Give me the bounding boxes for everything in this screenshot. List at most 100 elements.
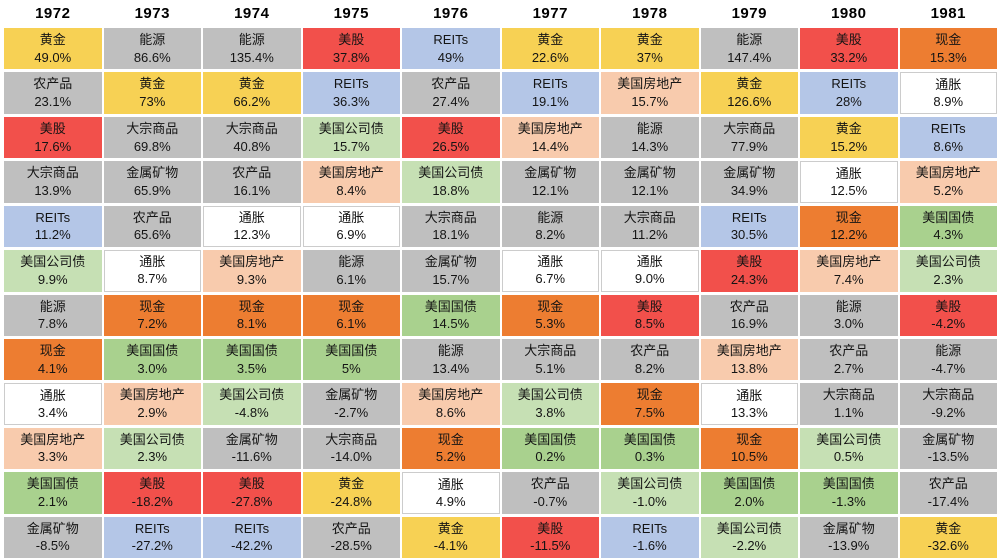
asset-label: REITs — [731, 209, 767, 225]
return-value: 3.3% — [37, 449, 68, 465]
asset-label: 美国公司债 — [418, 165, 484, 181]
return-value: -2.2% — [732, 538, 767, 554]
return-value: -4.7% — [931, 360, 966, 376]
return-cell-1972-energy: 能源 7.8% — [4, 294, 102, 336]
return-value: 8.5% — [634, 316, 665, 332]
return-value: 5.1% — [535, 360, 566, 376]
asset-label: 美国国债 — [26, 476, 79, 492]
return-value: 15.7% — [631, 94, 669, 110]
return-cell-1979-real_estate: 美国房地产 13.8% — [700, 338, 798, 381]
return-cell-1979-inflation: 通胀 13.3% — [700, 383, 798, 425]
return-cell-1974-stocks: 美股 -27.8% — [203, 472, 301, 514]
return-value: -32.6% — [927, 538, 969, 554]
return-cell-1973-stocks: 美股 -18.2% — [103, 472, 201, 514]
asset-label: 大宗商品 — [424, 209, 477, 225]
asset-label: 大宗商品 — [524, 342, 577, 358]
return-cell-1978-treasuries: 美国国债 0.3% — [601, 427, 699, 470]
return-cell-1976-treasuries: 美国国债 14.5% — [402, 294, 500, 336]
asset-label: 农产品 — [530, 476, 570, 492]
return-value: 14.5% — [432, 316, 470, 332]
return-value: 26.5% — [432, 138, 470, 154]
return-cell-1975-corp_bonds: 美国公司债 15.7% — [302, 116, 400, 159]
return-cell-1973-reits: REITs -27.2% — [103, 516, 201, 558]
asset-label: 美国公司债 — [20, 254, 86, 270]
return-value: 8.6% — [435, 405, 466, 421]
return-cell-1977-stocks: 美股 -11.5% — [501, 516, 599, 558]
return-value: -17.4% — [927, 493, 969, 509]
return-value: -9.2% — [931, 405, 966, 421]
return-value: 69.8% — [133, 138, 171, 154]
return-value: 49% — [437, 49, 464, 65]
return-cell-1975-real_estate: 美国房地产 8.4% — [302, 161, 400, 203]
asset-label: 现金 — [835, 209, 862, 225]
return-value: 6.1% — [336, 271, 367, 287]
return-value: 13.8% — [730, 360, 768, 376]
return-value: 33.2% — [830, 49, 868, 65]
asset-label: 黄金 — [537, 32, 564, 48]
year-header-1974: 1974 — [234, 4, 270, 22]
return-cell-1972-real_estate: 美国房地产 3.3% — [4, 427, 102, 470]
asset-label: 农产品 — [729, 298, 769, 314]
return-cell-1981-agri: 农产品 -17.4% — [899, 472, 997, 514]
asset-label: 大宗商品 — [325, 431, 378, 447]
asset-label: 黄金 — [437, 520, 464, 536]
return-cell-1977-commodities: 大宗商品 5.1% — [501, 338, 599, 381]
asset-label: REITs — [532, 76, 568, 92]
return-value: 4.1% — [37, 360, 68, 376]
asset-label: 美股 — [636, 298, 663, 314]
return-cell-1978-corp_bonds: 美国公司债 -1.0% — [601, 472, 699, 514]
asset-label: 美股 — [835, 32, 862, 48]
return-value: 1.1% — [833, 405, 864, 421]
asset-label: 美股 — [437, 120, 464, 136]
asset-label: 农产品 — [431, 76, 471, 92]
return-cell-1977-cash: 现金 5.3% — [501, 294, 599, 336]
asset-label: 农产品 — [33, 76, 73, 92]
return-cell-1976-gold: 黄金 -4.1% — [402, 516, 500, 558]
return-cell-1974-inflation: 通胀 12.3% — [203, 205, 301, 248]
return-cell-1980-gold: 黄金 15.2% — [800, 116, 898, 159]
asset-label: 能源 — [238, 32, 265, 48]
asset-label: 农产品 — [132, 209, 172, 225]
return-value: 16.9% — [730, 316, 768, 332]
return-cell-1975-stocks: 美股 37.8% — [302, 28, 400, 70]
return-value: 65.9% — [133, 182, 171, 198]
return-value: 5% — [341, 360, 361, 376]
return-cell-1973-inflation: 通胀 8.7% — [103, 250, 201, 292]
return-cell-1975-inflation: 通胀 6.9% — [302, 205, 400, 248]
year-header-1972: 1972 — [35, 4, 71, 22]
return-cell-1980-corp_bonds: 美国公司债 0.5% — [800, 427, 898, 470]
return-cell-1981-stocks: 美股 -4.2% — [899, 294, 997, 336]
asset-label: 美股 — [935, 298, 962, 314]
asset-label: REITs — [35, 209, 71, 225]
return-cell-1980-treasuries: 美国国债 -1.3% — [800, 472, 898, 514]
asset-label: 农产品 — [630, 342, 670, 358]
return-value: 3.0% — [833, 316, 864, 332]
return-value: 27.4% — [432, 94, 470, 110]
return-cell-1979-stocks: 美股 24.3% — [700, 250, 798, 292]
return-value: 9.9% — [37, 271, 68, 287]
return-value: 0.3% — [634, 449, 665, 465]
year-header-1978: 1978 — [632, 4, 668, 22]
asset-label: 金属矿物 — [822, 520, 875, 536]
return-cell-1977-gold: 黄金 22.6% — [501, 28, 599, 70]
return-value: 6.1% — [336, 316, 367, 332]
asset-label: 通胀 — [935, 76, 962, 92]
asset-label: REITs — [632, 520, 668, 536]
asset-label: 金属矿物 — [524, 165, 577, 181]
return-cell-1973-commodities: 大宗商品 69.8% — [103, 116, 201, 159]
return-cell-1980-cash: 现金 12.2% — [800, 205, 898, 248]
year-header-1977: 1977 — [532, 4, 568, 22]
asset-label: 美国公司债 — [318, 120, 384, 136]
asset-label: 美股 — [736, 254, 763, 270]
return-cell-1979-metals: 金属矿物 34.9% — [700, 161, 798, 203]
asset-label: 美国公司债 — [517, 387, 583, 403]
return-value: -27.8% — [231, 493, 273, 509]
asset-label: 大宗商品 — [822, 387, 875, 403]
return-value: -28.5% — [330, 538, 372, 554]
return-value: -0.7% — [533, 493, 568, 509]
return-value: 6.7% — [535, 271, 566, 287]
return-value: 2.7% — [833, 360, 864, 376]
return-value: -8.5% — [35, 538, 70, 554]
year-header-1979: 1979 — [731, 4, 767, 22]
return-cell-1981-real_estate: 美国房地产 5.2% — [899, 161, 997, 203]
